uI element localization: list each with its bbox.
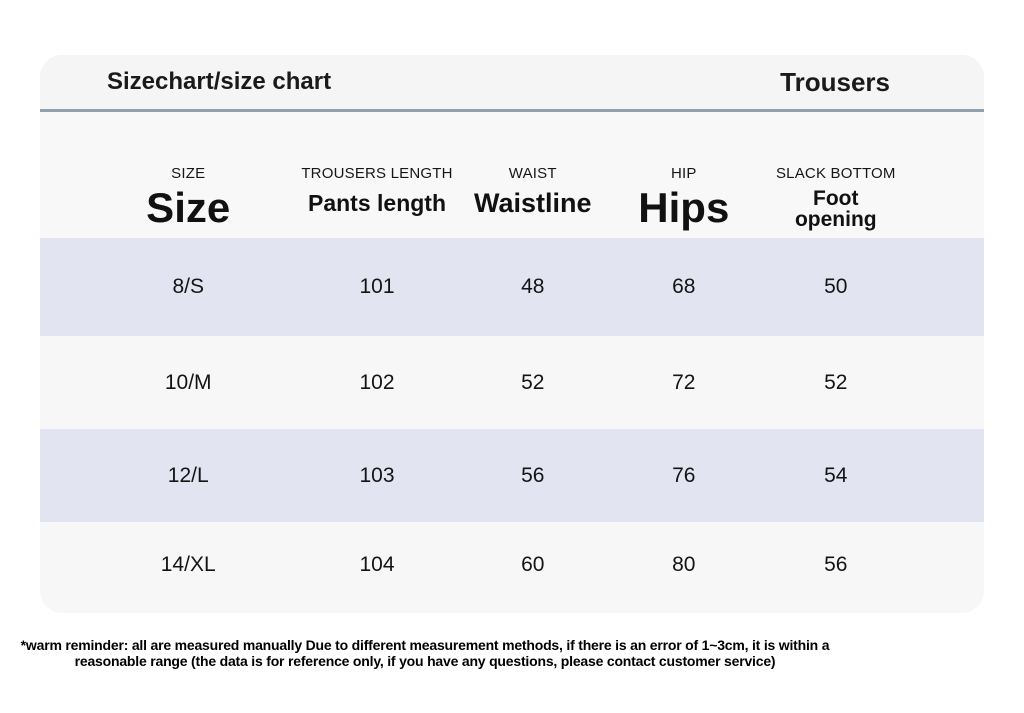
column-label: Hips (638, 184, 730, 231)
column-header-hips: HIP Hips (638, 164, 729, 230)
size-cell: 12/L (167, 463, 209, 487)
hips-cell: 80 (672, 553, 696, 576)
foot-opening-cell: 54 (824, 463, 848, 487)
page-title: Sizechart/size chart (107, 68, 332, 95)
pants-length-cell: 104 (359, 553, 395, 576)
size-cell: 8/S (172, 275, 204, 298)
column-header-size: SIZE Size (146, 164, 230, 230)
hips-cell: 76 (672, 463, 696, 487)
hips-cell: 72 (672, 370, 696, 394)
column-label: Foot opening (794, 187, 877, 231)
column-header-foot-opening: SLACK BOTTOM Foot opening (776, 164, 896, 230)
waistline-cell: 56 (521, 463, 545, 487)
column-label: Size (146, 184, 231, 231)
size-cell: 14/XL (160, 553, 216, 576)
pants-length-cell: 103 (359, 463, 395, 487)
waistline-cell: 52 (521, 370, 545, 394)
size-cell: 10/M (164, 370, 212, 394)
table-row-14xl: 14/XL 104 60 80 56 (40, 522, 984, 608)
pants-length-cell: 102 (359, 370, 395, 394)
waistline-cell: 60 (521, 553, 545, 576)
column-sublabel: SIZE (171, 165, 206, 182)
warm-reminder-note: *warm reminder: all are measured manuall… (20, 637, 830, 669)
foot-opening-cell: 52 (824, 370, 848, 394)
table-row-10m: 10/M 102 52 72 52 (40, 336, 984, 429)
column-sublabel: WAIST (508, 165, 557, 182)
waistline-cell: 48 (521, 275, 545, 298)
hips-cell: 68 (672, 275, 696, 298)
size-chart-card: Sizechart/size chart Trousers SIZE Size … (40, 55, 984, 613)
table-row-8s: 8/S 101 48 68 50 (40, 238, 984, 336)
column-header-pants-length: TROUSERS LENGTH Pants length (301, 164, 452, 215)
foot-opening-cell: 50 (824, 275, 848, 298)
column-sublabel: SLACK BOTTOM (775, 165, 896, 182)
table-row-12l: 12/L 103 56 76 54 (40, 429, 984, 522)
column-label: Waistline (474, 188, 592, 218)
category-title: Trousers (780, 66, 890, 97)
pants-length-cell: 101 (359, 275, 395, 298)
foot-opening-cell: 56 (824, 553, 848, 576)
column-header-waistline: WAIST Waistline (474, 164, 592, 217)
card-header: Sizechart/size chart Trousers (40, 55, 984, 112)
column-label: Pants length (307, 190, 447, 216)
column-sublabel: TROUSERS LENGTH (301, 165, 453, 182)
column-sublabel: HIP (670, 165, 697, 182)
table-header-row: SIZE Size TROUSERS LENGTH Pants length W… (40, 112, 984, 238)
